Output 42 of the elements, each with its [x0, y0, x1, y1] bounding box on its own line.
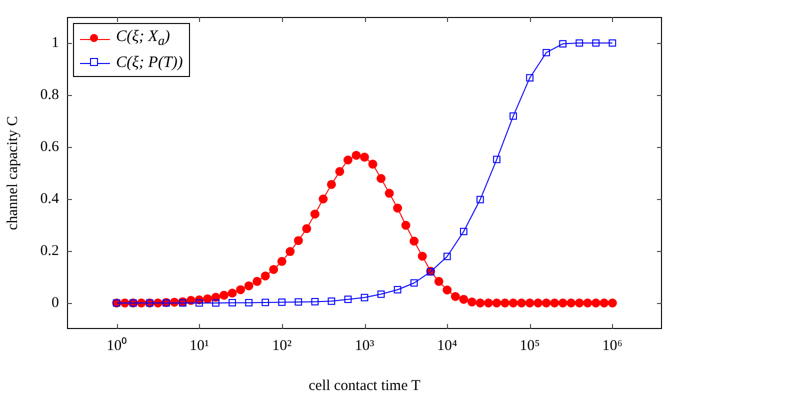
legend-label: C(ξ; X$_{a}$) [116, 27, 170, 50]
y-tick-label: 0.4 [40, 190, 60, 207]
point [476, 196, 484, 204]
point [245, 299, 253, 306]
x-tick-label: 10⁰ [106, 336, 127, 354]
point [542, 48, 550, 56]
point [510, 112, 517, 120]
point [328, 298, 336, 305]
x-tick-label: 10⁶ [602, 338, 623, 354]
point [262, 298, 270, 306]
x-tick-label: 10³ [354, 338, 375, 354]
point [592, 39, 600, 47]
y-tick-label: 0 [52, 294, 59, 311]
point [493, 156, 500, 164]
x-tick-label: 10² [272, 338, 292, 354]
y-tick-label: 0.8 [40, 86, 59, 103]
point [212, 299, 220, 307]
point [228, 299, 236, 306]
y-tick-label: 1 [52, 34, 59, 51]
x-tick-label: 10⁴ [437, 338, 458, 354]
point [278, 298, 286, 306]
y-tick-label: 0.2 [40, 242, 59, 259]
point [377, 290, 385, 298]
point [394, 286, 402, 294]
point [311, 298, 319, 306]
point [294, 298, 302, 306]
point [344, 296, 352, 304]
legend-label: C(ξ; P(T)) [116, 53, 183, 74]
point [526, 74, 534, 82]
point [608, 39, 616, 47]
point [559, 40, 567, 48]
y-tick-label: 0.6 [40, 138, 60, 155]
x-tick-label: 10⁵ [520, 338, 540, 354]
point [460, 228, 468, 236]
point [360, 294, 368, 302]
x-tick-label: 10¹ [189, 338, 209, 354]
point [196, 299, 203, 307]
point [410, 279, 418, 287]
x-axis-title: cell contact time T [308, 378, 420, 394]
y-axis-title: channel capacity C [4, 116, 21, 230]
point [443, 252, 451, 260]
point [576, 39, 584, 47]
